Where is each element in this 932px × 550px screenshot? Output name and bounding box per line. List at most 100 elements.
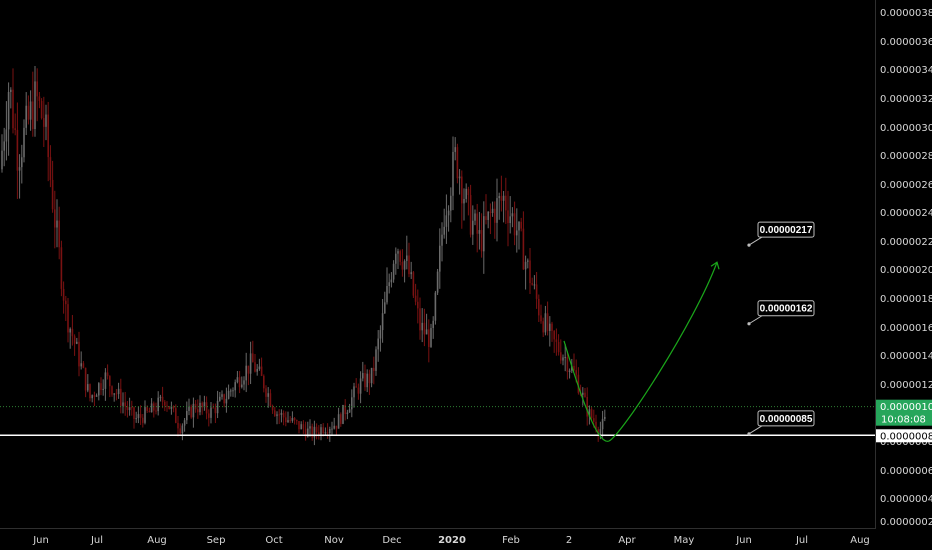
- candle-body: [527, 260, 529, 262]
- price-tick-label: 0.00000025: [880, 517, 932, 528]
- callout-box: [757, 221, 815, 238]
- time-tick-label: Jul: [795, 535, 808, 546]
- candle-body: [500, 196, 503, 201]
- candle-body: [474, 213, 476, 221]
- candle-body: [29, 101, 32, 120]
- candle-body: [223, 394, 225, 404]
- candle-body: [423, 322, 426, 335]
- price-callout[interactable]: 0.00000085: [747, 410, 815, 436]
- candle-body: [441, 234, 443, 246]
- callout-label: 0.00000217: [760, 225, 813, 236]
- candle-body: [293, 417, 296, 421]
- candle-body: [113, 393, 115, 395]
- candle-body: [260, 366, 263, 376]
- time-axis[interactable]: Jun Jul Aug Sep Oct Nov Dec 2020 Feb 2 Apr May Jun Ju…: [0, 528, 876, 547]
- candle-body: [467, 188, 470, 196]
- candle-body: [27, 105, 30, 120]
- candle-body: [87, 384, 89, 391]
- candle-body: [597, 429, 599, 434]
- candle-body: [458, 176, 461, 179]
- candle-body: [186, 410, 188, 421]
- time-tick-label: 2: [566, 535, 572, 546]
- candle-body: [300, 424, 302, 430]
- candle-body: [291, 417, 294, 421]
- candle-body: [553, 330, 555, 340]
- candle-body: [289, 420, 291, 422]
- candle-body: [135, 418, 137, 420]
- candle-body: [309, 426, 311, 429]
- candle-body: [98, 383, 100, 396]
- candle-body: [197, 409, 199, 413]
- candle-body: [128, 407, 131, 411]
- candle-body: [225, 398, 228, 404]
- candle-body: [494, 208, 496, 223]
- candle-body: [60, 247, 63, 289]
- projection-arrowhead: [710, 261, 720, 270]
- candle-body: [390, 279, 393, 283]
- candle-body: [348, 409, 351, 413]
- candle-body: [408, 255, 410, 275]
- candle-body: [577, 374, 580, 393]
- candle-body: [93, 395, 96, 397]
- candle-body: [76, 341, 78, 344]
- candle-body: [379, 330, 382, 339]
- candle-body: [485, 216, 487, 220]
- last-price-value: 0.00000104: [880, 402, 932, 413]
- projection-curve[interactable]: [563, 262, 718, 442]
- candle-body: [463, 198, 465, 204]
- candle-body: [465, 188, 467, 199]
- candle-body: [555, 339, 558, 342]
- candle-body: [452, 151, 454, 196]
- candle-body: [456, 147, 459, 179]
- candle-body: [593, 418, 595, 422]
- candle-body: [5, 129, 8, 142]
- candle-body: [375, 349, 377, 371]
- candle-body: [161, 396, 164, 402]
- price-callout[interactable]: 0.00000162: [747, 300, 815, 326]
- candle-body: [274, 410, 276, 416]
- candle-body: [399, 251, 401, 262]
- candle-body: [531, 283, 533, 285]
- overlays-layer: [0, 261, 876, 442]
- time-tick-label: Aug: [850, 535, 870, 546]
- candle-body: [489, 211, 492, 213]
- candle-body: [511, 213, 514, 217]
- candle-body: [73, 336, 76, 344]
- candle-body: [208, 413, 210, 418]
- candle-body: [104, 372, 107, 389]
- candle-body: [269, 393, 272, 407]
- candle-body: [487, 211, 489, 220]
- candle-body: [344, 405, 346, 415]
- candle-body: [144, 407, 146, 423]
- candle-body: [584, 392, 586, 398]
- price-callout[interactable]: 0.00000217: [747, 221, 815, 247]
- callout-box: [757, 410, 815, 427]
- candle-body: [346, 412, 349, 415]
- callout-label: 0.00000162: [760, 304, 813, 315]
- support-price-tag-bg: [876, 429, 932, 443]
- candle-body: [10, 89, 12, 92]
- candle-body: [353, 386, 355, 398]
- candle-body: [366, 373, 368, 388]
- candle-body: [586, 397, 588, 417]
- candle-body: [148, 410, 151, 413]
- candle-body: [265, 388, 267, 397]
- candle-body: [373, 367, 375, 371]
- candle-body: [47, 114, 49, 158]
- candle-body: [313, 426, 316, 438]
- candle-body: [384, 302, 386, 314]
